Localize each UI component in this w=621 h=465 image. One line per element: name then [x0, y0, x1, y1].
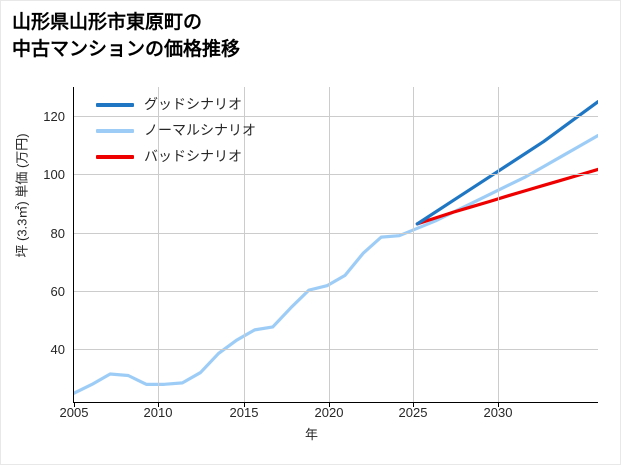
series-line-good — [415, 100, 598, 226]
x-tick-label-2015: 2015 — [229, 405, 259, 420]
chart-lines — [74, 100, 598, 395]
x-tick-mark — [413, 402, 414, 407]
x-axis-label: 年 — [304, 427, 318, 442]
y-tick-label-120: 120 — [43, 109, 65, 124]
gridline-y-80 — [74, 233, 598, 234]
legend-label-good: グッドシナリオ — [144, 96, 242, 112]
page-title: 山形県山形市東原町の 中古マンションの価格推移 — [12, 12, 241, 60]
legend-swatch-normal — [96, 129, 134, 133]
gridline-x-2020 — [329, 87, 330, 402]
gridline-x-2010 — [158, 87, 159, 402]
x-tick-mark — [158, 402, 159, 407]
gridline-y-40 — [74, 349, 598, 350]
x-tick-mark — [74, 402, 75, 407]
x-tick-label-2020: 2020 — [314, 405, 344, 420]
gridline-y-120 — [74, 116, 598, 117]
gridline-x-2030 — [498, 87, 499, 402]
x-tick-mark — [244, 402, 245, 407]
x-tick-mark — [498, 402, 499, 407]
y-tick-label-40: 40 — [50, 342, 65, 357]
x-tick-label-2005: 2005 — [59, 405, 89, 420]
legend-label-bad: バッドシナリオ — [144, 148, 242, 164]
legend-swatch-good — [96, 103, 134, 107]
series-line-normal — [74, 133, 598, 395]
x-tick-label-2025: 2025 — [398, 405, 428, 420]
x-tick-label-2030: 2030 — [483, 405, 513, 420]
gridline-y-60 — [74, 291, 598, 292]
x-tick-label-2010: 2010 — [143, 405, 173, 420]
series-line-bad — [415, 167, 598, 226]
legend-item-bad[interactable]: バッドシナリオ — [96, 145, 296, 171]
x-axis-line — [73, 401, 598, 403]
legend: グッドシナリオ ノーマルシナリオ バッドシナリオ — [96, 93, 296, 171]
legend-item-good[interactable]: グッドシナリオ — [96, 93, 296, 119]
gridline-y-100 — [74, 174, 598, 175]
gridline-x-2015 — [244, 87, 245, 402]
legend-label-normal: ノーマルシナリオ — [144, 122, 256, 138]
x-tick-mark — [329, 402, 330, 407]
legend-swatch-bad — [96, 155, 134, 159]
gridline-x-2025 — [413, 87, 414, 402]
y-tick-label-60: 60 — [50, 284, 65, 299]
y-axis-label: 坪 (3.3㎡) 単価 (万円) — [14, 133, 30, 258]
y-tick-label-80: 80 — [50, 226, 65, 241]
y-tick-label-100: 100 — [43, 167, 65, 182]
plot-area — [74, 87, 598, 402]
legend-item-normal[interactable]: ノーマルシナリオ — [96, 119, 296, 145]
